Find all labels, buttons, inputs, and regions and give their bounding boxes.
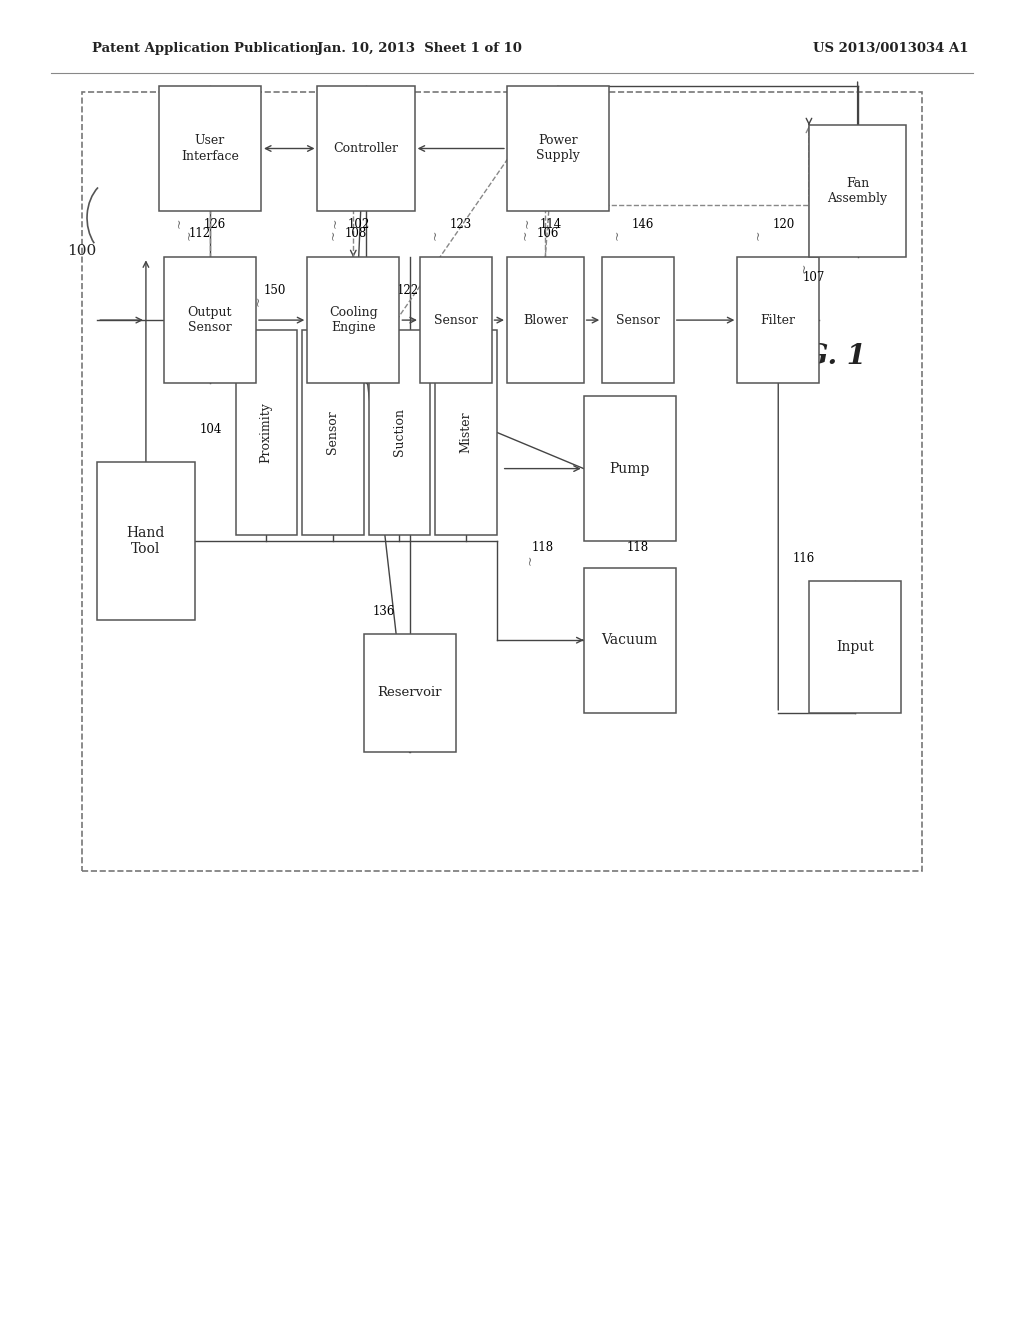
FancyBboxPatch shape — [236, 330, 297, 535]
FancyBboxPatch shape — [507, 257, 584, 383]
Text: ~: ~ — [429, 230, 441, 240]
FancyBboxPatch shape — [507, 86, 609, 211]
Text: 102: 102 — [347, 218, 370, 231]
FancyBboxPatch shape — [809, 125, 906, 257]
FancyBboxPatch shape — [364, 634, 456, 752]
Text: ~: ~ — [173, 218, 185, 228]
Text: Jan. 10, 2013  Sheet 1 of 10: Jan. 10, 2013 Sheet 1 of 10 — [317, 42, 522, 55]
FancyBboxPatch shape — [302, 330, 364, 535]
Text: 118: 118 — [531, 541, 554, 554]
Text: Hand
Tool: Hand Tool — [127, 527, 165, 556]
FancyBboxPatch shape — [584, 396, 676, 541]
Text: Suction: Suction — [393, 408, 406, 457]
FancyBboxPatch shape — [97, 462, 195, 620]
Text: Input: Input — [837, 640, 873, 653]
FancyBboxPatch shape — [809, 581, 901, 713]
FancyBboxPatch shape — [317, 86, 415, 211]
FancyBboxPatch shape — [159, 86, 261, 211]
Text: ~: ~ — [327, 230, 339, 240]
Text: ~: ~ — [318, 296, 331, 306]
Text: ~: ~ — [611, 230, 624, 240]
Text: Mister: Mister — [460, 412, 472, 453]
Text: 146: 146 — [632, 218, 654, 231]
FancyBboxPatch shape — [164, 257, 256, 383]
Text: 114: 114 — [540, 218, 561, 231]
Text: ~: ~ — [252, 296, 264, 306]
Text: ~: ~ — [452, 296, 464, 306]
Text: Blower: Blower — [523, 314, 567, 326]
Text: Controller: Controller — [334, 143, 398, 154]
FancyBboxPatch shape — [435, 330, 497, 535]
Text: 118: 118 — [627, 541, 649, 554]
Text: 122: 122 — [396, 284, 419, 297]
Text: User
Interface: User Interface — [181, 135, 239, 162]
Text: US 2013/0013034 A1: US 2013/0013034 A1 — [813, 42, 969, 55]
Text: 108: 108 — [345, 227, 367, 240]
FancyBboxPatch shape — [602, 257, 674, 383]
Text: 150: 150 — [263, 284, 286, 297]
Text: ~: ~ — [183, 230, 196, 240]
Text: ~: ~ — [518, 230, 531, 240]
Text: 120: 120 — [772, 218, 795, 231]
FancyBboxPatch shape — [307, 257, 399, 383]
Text: 112: 112 — [188, 227, 211, 240]
FancyBboxPatch shape — [369, 330, 430, 535]
Text: ~: ~ — [385, 296, 397, 306]
Text: Patent Application Publication: Patent Application Publication — [92, 42, 318, 55]
FancyBboxPatch shape — [420, 257, 492, 383]
Text: 136: 136 — [373, 605, 395, 618]
Text: 138: 138 — [463, 284, 485, 297]
Text: 107: 107 — [803, 271, 825, 284]
FancyBboxPatch shape — [737, 257, 819, 383]
Text: ~: ~ — [521, 218, 534, 228]
Text: Sensor: Sensor — [434, 314, 477, 326]
FancyBboxPatch shape — [584, 568, 676, 713]
Text: ~: ~ — [798, 263, 810, 273]
Text: ~: ~ — [524, 554, 537, 565]
Text: Power
Supply: Power Supply — [537, 135, 580, 162]
Text: FIG. 1: FIG. 1 — [772, 343, 866, 370]
Text: 148: 148 — [330, 284, 352, 297]
Text: 100: 100 — [68, 244, 96, 257]
Text: 116: 116 — [793, 552, 815, 565]
Text: Pump: Pump — [609, 462, 650, 475]
Text: 126: 126 — [204, 218, 226, 231]
Text: 104: 104 — [200, 422, 222, 436]
Text: ~: ~ — [329, 218, 342, 228]
Text: ~: ~ — [752, 230, 764, 240]
Text: Fan
Assembly: Fan Assembly — [827, 177, 888, 206]
Text: 106: 106 — [537, 227, 559, 240]
Text: Proximity: Proximity — [260, 401, 272, 463]
Text: Vacuum: Vacuum — [602, 634, 657, 647]
Text: Reservoir: Reservoir — [378, 686, 441, 700]
Text: Sensor: Sensor — [327, 411, 339, 454]
Text: Output
Sensor: Output Sensor — [187, 306, 232, 334]
Text: 142: 142 — [634, 350, 656, 363]
Text: Filter: Filter — [761, 314, 796, 326]
Text: 123: 123 — [450, 218, 472, 231]
Text: Sensor: Sensor — [616, 314, 659, 326]
Text: Cooling
Engine: Cooling Engine — [329, 306, 378, 334]
